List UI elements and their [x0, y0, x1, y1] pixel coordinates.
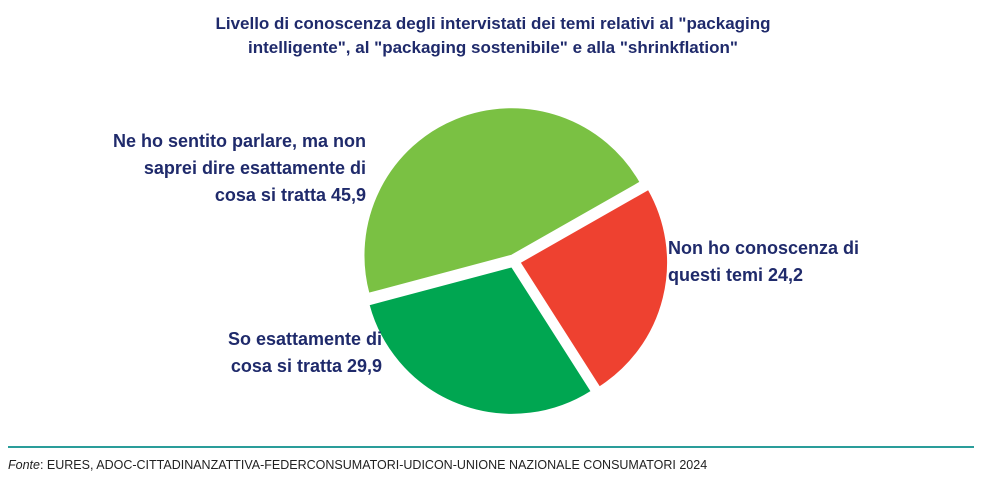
slice-label-heard-of-line-1: Ne ho sentito parlare, ma non [112, 131, 366, 151]
slice-label-no-knowledge-line-2: questi temi 24,2 [668, 265, 804, 285]
chart-title: Livello di conoscenza degli intervistati… [0, 12, 986, 60]
slice-label-heard-of-line-2: saprei dire esattamente di [143, 158, 366, 178]
slice-label-no-knowledge: Non ho conoscenza di questi temi 24,2 [668, 235, 859, 289]
slice-label-no-knowledge-line-1: Non ho conoscenza di [668, 238, 860, 258]
pie-slice-know-exactly [367, 265, 593, 416]
source-note: Fonte: EURES, ADOC-CITTADINANZATTIVA-FED… [8, 458, 707, 472]
slice-label-know-exactly-line-1: So esattamente di [227, 329, 382, 349]
pie-chart [362, 106, 669, 416]
source-text: : EURES, ADOC-CITTADINANZATTIVA-FEDERCON… [39, 458, 708, 472]
pie-slice-heard-of [362, 106, 642, 295]
slice-label-heard-of: Ne ho sentito parlare, ma non saprei dir… [113, 128, 366, 209]
source-prefix: Fonte [8, 458, 40, 472]
slice-label-heard-of-line-3: cosa si tratta 45,9 [214, 185, 366, 205]
pie-slice-no-knowledge [518, 188, 669, 389]
source-divider [8, 446, 974, 448]
slice-label-know-exactly: So esattamente di cosa si tratta 29,9 [228, 326, 382, 380]
chart-title-line-2: intelligente", al "packaging sostenibile… [248, 38, 738, 57]
chart-title-line-1: Livello di conoscenza degli intervistati… [215, 14, 771, 33]
slice-label-know-exactly-line-2: cosa si tratta 29,9 [230, 356, 382, 376]
